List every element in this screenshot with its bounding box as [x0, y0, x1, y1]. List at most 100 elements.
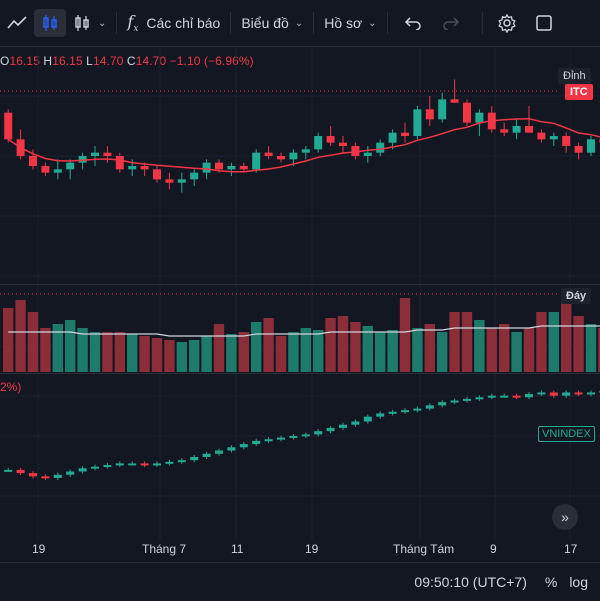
fullscreen-button[interactable] — [527, 0, 561, 46]
volume-bar — [325, 318, 336, 372]
price-candle — [227, 166, 236, 170]
price-candle — [115, 156, 124, 170]
chart-type-icon[interactable]: ⌄ — [66, 0, 112, 46]
clock-label[interactable]: 09:50:10 (UTC+7) — [414, 574, 527, 590]
undo-icon — [404, 17, 421, 30]
undo-button[interactable] — [392, 0, 434, 46]
compare-candle — [215, 450, 223, 454]
volume-bar — [548, 312, 559, 372]
x-tick-label: Tháng Tám — [393, 542, 455, 556]
price-candle — [165, 179, 174, 183]
pane-divider[interactable] — [0, 373, 600, 374]
volume-bar — [263, 318, 274, 372]
change-value: −1.10 (−6.96%) — [169, 54, 254, 68]
pane-divider[interactable] — [0, 284, 600, 285]
compare-candle — [549, 392, 558, 396]
compare-candle — [525, 394, 533, 398]
volume-bar — [238, 332, 249, 372]
price-candle — [339, 142, 347, 146]
profile-button[interactable]: Hồ sơ ⌄ — [318, 0, 382, 46]
low-key: L — [86, 54, 93, 68]
compare-candle — [388, 411, 397, 414]
redo-icon — [442, 17, 459, 30]
compare-pct-label: 2%) — [0, 380, 22, 394]
percent-toggle[interactable]: % — [544, 574, 558, 590]
high-tag: Đỉnh — [558, 68, 591, 84]
price-candle — [549, 136, 558, 140]
compare-candle — [512, 395, 521, 398]
price-candle — [177, 179, 186, 183]
volume-bar — [313, 330, 324, 372]
volume-bar — [201, 336, 212, 372]
toolbar-divider — [313, 12, 315, 34]
compare-candle — [4, 469, 13, 472]
compare-candle — [500, 395, 509, 398]
charts-label: Biểu đồ — [241, 15, 289, 31]
volume-bar — [40, 328, 51, 372]
scroll-to-realtime-button[interactable]: » — [552, 504, 578, 530]
high-value: 16.15 — [52, 54, 83, 68]
candles-icon[interactable] — [34, 9, 66, 37]
price-candle — [252, 152, 261, 170]
price-candle — [512, 126, 521, 133]
close-key: C — [126, 54, 136, 68]
compare-candle — [29, 473, 37, 477]
indicators-label: Các chỉ báo — [146, 15, 221, 31]
price-candle — [525, 126, 533, 133]
price-candle — [351, 146, 360, 156]
price-candle — [190, 172, 199, 180]
settings-button[interactable] — [487, 0, 527, 46]
price-candle — [202, 162, 211, 173]
compare-candle — [326, 427, 335, 432]
volume-bar — [412, 328, 423, 372]
volume-bar — [375, 332, 386, 372]
price-candle — [140, 166, 149, 170]
price-candle — [41, 166, 50, 173]
price-candle — [326, 136, 335, 143]
chart-canvas[interactable] — [0, 46, 600, 540]
price-candle — [500, 129, 509, 133]
volume-bar — [89, 332, 101, 372]
top-toolbar: ⌄ fx Các chỉ báo Biểu đồ ⌄ Hồ sơ ⌄ — [0, 0, 600, 47]
compare-candle — [574, 392, 583, 395]
compare-candle — [413, 408, 422, 411]
volume-bar — [449, 312, 460, 372]
close-value: 14.70 — [135, 54, 167, 68]
low-value: 14.70 — [92, 54, 124, 68]
x-tick-label: 17 — [564, 542, 578, 556]
toolbar-divider — [116, 12, 118, 34]
fullscreen-icon — [535, 15, 552, 31]
compare-candle — [438, 402, 447, 406]
ohlc-legend: O16.15 H16.15 L14.70 C14.70 −1.10 (−6.96… — [0, 54, 254, 68]
toolbar-divider — [230, 12, 232, 34]
volume-bar — [189, 340, 200, 372]
price-candle — [301, 149, 310, 153]
volume-bar — [300, 328, 311, 372]
charts-button[interactable]: Biểu đồ ⌄ — [235, 0, 309, 46]
volume-bar — [114, 332, 125, 372]
volume-bar — [387, 330, 398, 372]
compare-candle — [351, 421, 360, 425]
indicators-button[interactable]: fx Các chỉ báo — [121, 0, 226, 46]
volume-bar — [486, 328, 497, 372]
compare-candle — [140, 463, 149, 466]
line-chart-icon[interactable] — [0, 0, 34, 46]
volume-bar — [139, 336, 150, 372]
compare-candle — [450, 400, 459, 403]
price-candle — [388, 132, 397, 143]
redo-button[interactable] — [434, 0, 468, 46]
compare-candle — [202, 453, 211, 457]
x-tick-label: 19 — [305, 542, 319, 556]
volume-bar — [461, 312, 473, 372]
high-key: H — [43, 54, 53, 68]
volume-bar — [585, 324, 597, 372]
price-candle — [103, 152, 112, 156]
volume-bar — [275, 336, 287, 372]
volume-bar — [213, 324, 225, 372]
bottom-bar: 09:50:10 (UTC+7) % log — [0, 562, 600, 601]
compare-candle — [401, 410, 409, 413]
compare-candle — [16, 469, 25, 474]
price-candle — [425, 109, 434, 120]
compare-candle — [78, 468, 87, 472]
log-toggle[interactable]: log — [569, 574, 588, 590]
